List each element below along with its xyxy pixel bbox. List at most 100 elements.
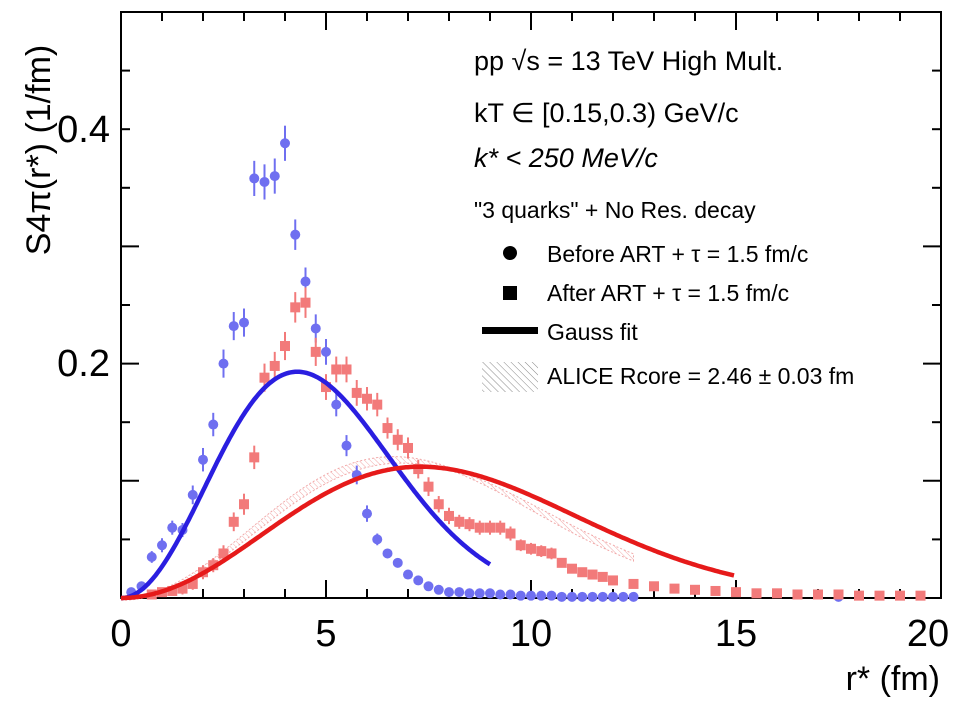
data-point — [362, 393, 372, 404]
x-tick-label: 20 — [907, 613, 949, 655]
data-point — [239, 317, 249, 328]
data-point — [895, 590, 905, 601]
legend-line-marker — [482, 327, 538, 334]
legend: pp √s = 13 TeV High Mult. kT ∈ [0.15,0.3… — [474, 46, 854, 392]
data-point — [167, 522, 178, 533]
data-point — [433, 499, 444, 510]
data-point — [546, 548, 557, 559]
data-point — [772, 588, 782, 599]
data-point — [485, 588, 495, 599]
data-point — [536, 546, 547, 557]
legend-circle-marker — [503, 246, 517, 260]
data-point — [331, 399, 342, 410]
data-point — [536, 590, 547, 601]
data-point — [280, 341, 290, 352]
data-point — [628, 591, 639, 602]
data-point — [526, 590, 536, 601]
data-point — [577, 591, 588, 602]
data-point — [587, 569, 598, 580]
data-point — [505, 528, 516, 539]
y-axis-title: S4π(r*) (1/fm) — [20, 45, 58, 255]
data-point — [433, 584, 444, 595]
data-point — [269, 360, 280, 371]
data-point — [454, 516, 465, 527]
y-tick-label: 0.2 — [57, 343, 110, 385]
data-point — [587, 591, 598, 602]
data-point — [392, 434, 403, 445]
data-point — [300, 276, 311, 287]
data-point — [167, 585, 178, 596]
data-point — [249, 173, 260, 184]
data-point — [310, 346, 321, 357]
data-point — [228, 516, 239, 527]
data-point — [157, 540, 167, 551]
data-point — [372, 534, 383, 545]
data-point — [608, 591, 618, 602]
series-before-art — [126, 125, 844, 602]
data-point — [228, 321, 239, 332]
data-point — [915, 590, 926, 601]
legend-subtitle: "3 quarks" + No Res. decay — [474, 197, 756, 223]
data-point — [495, 589, 506, 600]
data-point — [341, 364, 352, 375]
data-point — [495, 522, 506, 533]
data-point — [577, 567, 588, 578]
data-point — [813, 589, 823, 600]
data-point — [628, 578, 639, 589]
data-point — [556, 557, 567, 568]
data-point — [269, 171, 280, 182]
data-point — [351, 387, 362, 398]
data-point — [331, 364, 342, 375]
data-point — [280, 138, 290, 149]
data-point — [208, 419, 219, 430]
data-point — [505, 589, 516, 600]
data-point — [556, 591, 567, 602]
x-tick-label: 0 — [110, 613, 131, 655]
data-point — [423, 481, 434, 492]
data-point — [515, 540, 526, 551]
x-tick-label: 10 — [510, 613, 552, 655]
data-point — [792, 589, 803, 600]
data-point — [382, 548, 393, 559]
data-point — [187, 578, 198, 589]
data-point — [382, 423, 393, 434]
data-point — [454, 587, 465, 598]
data-point — [526, 543, 536, 554]
data-point — [444, 510, 454, 521]
data-point — [474, 588, 485, 599]
data-point — [392, 557, 403, 568]
y-tick-label: 0.4 — [57, 109, 110, 151]
data-point — [218, 358, 229, 369]
data-point — [618, 591, 629, 602]
data-point — [731, 587, 741, 598]
data-point — [310, 323, 321, 334]
data-point — [710, 585, 721, 596]
data-point — [464, 519, 475, 530]
legend-kt-range: kT ∈ [0.15,0.3) GeV/c — [474, 98, 739, 128]
data-point — [290, 302, 301, 313]
data-point — [372, 399, 383, 410]
legend-entry-label: Gauss fit — [547, 319, 638, 345]
data-point — [187, 489, 198, 500]
data-point — [259, 372, 270, 383]
legend-entry-label: After ART + τ = 1.5 fm/c — [547, 280, 789, 306]
data-point — [341, 440, 352, 451]
data-point — [413, 464, 424, 475]
data-point — [239, 499, 249, 510]
data-point — [833, 589, 844, 600]
data-point — [403, 569, 413, 580]
x-axis-title: r* (fm) — [846, 660, 940, 698]
gauss-fit-curve — [120, 369, 492, 601]
legend-hatch-marker — [482, 362, 538, 392]
alice-band-area — [120, 456, 634, 601]
data-point — [413, 575, 424, 586]
data-point — [290, 229, 301, 240]
data-point — [362, 508, 372, 519]
data-point — [321, 382, 331, 393]
gauss-fits — [120, 369, 735, 601]
data-point — [854, 590, 864, 601]
legend-system: pp √s = 13 TeV High Mult. — [474, 46, 783, 76]
data-point — [567, 563, 577, 574]
alice-band — [120, 456, 634, 601]
